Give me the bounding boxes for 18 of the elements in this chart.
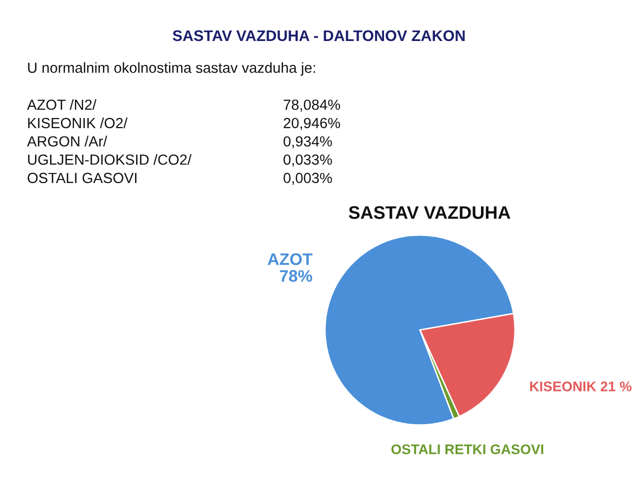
text: 20,946% xyxy=(284,118,340,130)
text: 0,003% xyxy=(284,172,332,185)
slice-label: KISEONIK 21 % xyxy=(530,381,632,392)
text: 0,934% xyxy=(284,136,332,148)
text: 78,084% xyxy=(284,100,340,112)
text: UGLJEN-DIOKSID /CO2/ xyxy=(28,154,192,165)
text: AZOT /N2/ xyxy=(27,99,96,110)
slice-label: OSTALI RETKI GASOVI xyxy=(391,444,544,454)
slice-label: AZOT xyxy=(268,253,312,266)
text: U normalnim okolnostima sastav vazduha je: xyxy=(28,62,316,76)
pie-slice xyxy=(324,234,514,426)
text: OSTALI GASOVI xyxy=(28,172,136,184)
text: ARGON /Ar/ xyxy=(27,136,108,147)
text: 0,033% xyxy=(284,154,332,167)
text: SASTAV VAZDUHA - DALTONOV ZAKON xyxy=(172,30,465,42)
chart-title: SASTAV VAZDUHA xyxy=(348,206,510,219)
text: KISEONIK /O2/ xyxy=(28,118,128,128)
data-label: 78% xyxy=(280,270,312,282)
